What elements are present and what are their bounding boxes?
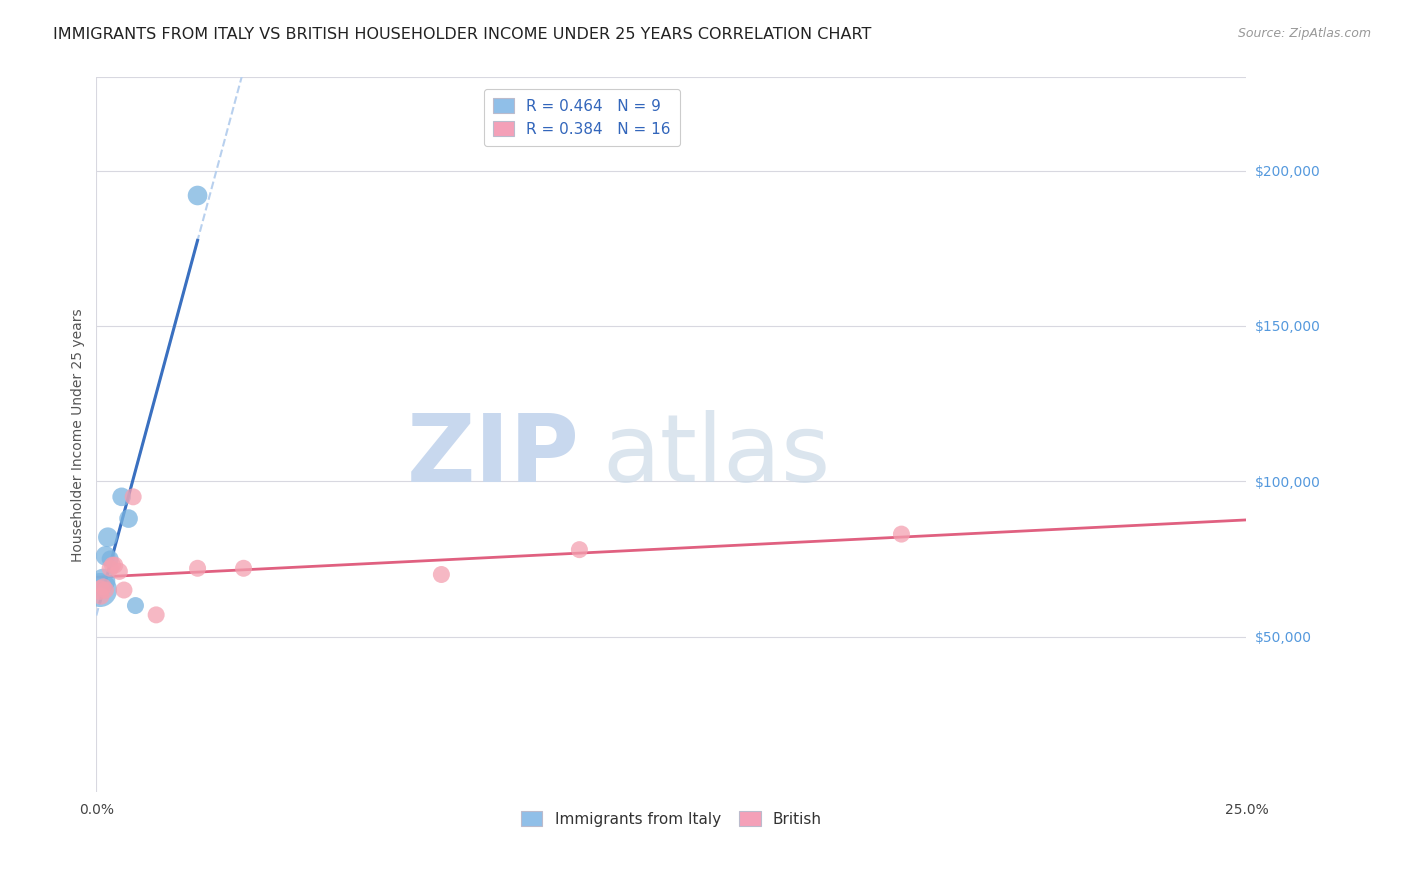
Point [97, 530, 120, 544]
Point [91, 574, 114, 588]
Legend: Immigrants from Italy, British: Immigrants from Italy, British [513, 803, 830, 834]
Point [89, 582, 111, 597]
Point [890, 527, 912, 541]
Point [430, 567, 453, 582]
Point [89, 582, 111, 597]
Text: atlas: atlas [602, 410, 831, 502]
Point [187, 188, 209, 202]
Y-axis label: Householder Income Under 25 years: Householder Income Under 25 years [72, 308, 86, 561]
Point [108, 565, 131, 579]
Point [98, 552, 121, 566]
Point [94, 549, 117, 563]
Text: IMMIGRANTS FROM ITALY VS BRITISH HOUSEHOLDER INCOME UNDER 25 YEARS CORRELATION C: IMMIGRANTS FROM ITALY VS BRITISH HOUSEHO… [53, 27, 872, 42]
Point [98, 561, 121, 575]
Point [104, 558, 127, 573]
Point [101, 558, 124, 573]
Point [94, 582, 117, 597]
Point [117, 511, 139, 525]
Point [122, 490, 145, 504]
Point [112, 582, 135, 597]
Point [91, 580, 114, 594]
Point [124, 599, 146, 613]
Point [111, 490, 134, 504]
Text: Source: ZipAtlas.com: Source: ZipAtlas.com [1237, 27, 1371, 40]
Point [568, 542, 591, 557]
Point [232, 561, 254, 575]
Text: ZIP: ZIP [406, 410, 579, 502]
Point [90, 589, 112, 603]
Point [187, 561, 209, 575]
Point [145, 607, 167, 622]
